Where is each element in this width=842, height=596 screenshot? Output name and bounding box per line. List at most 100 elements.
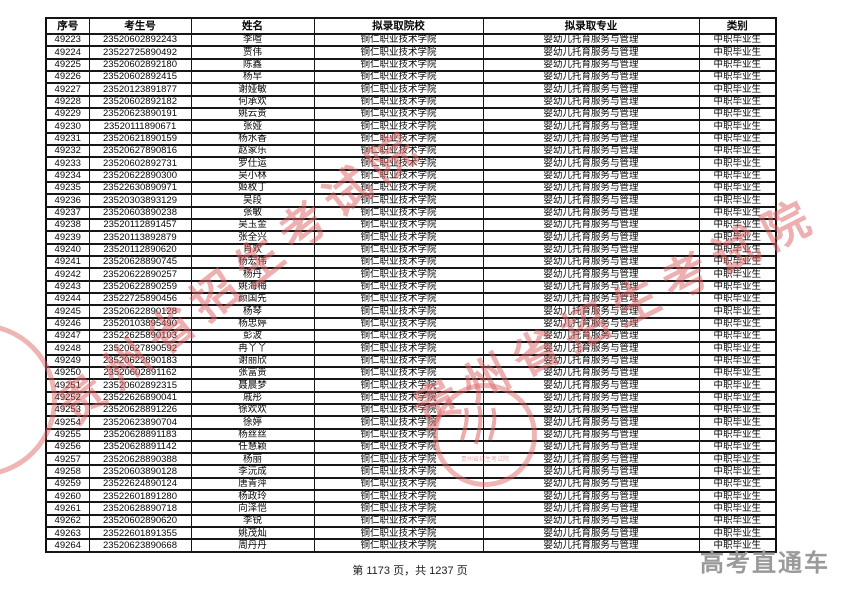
table-cell: 23520602892415 bbox=[88, 69, 192, 85]
table-cell: 彭波 bbox=[190, 328, 315, 344]
table-cell: 中职毕业生 bbox=[698, 501, 777, 516]
table-cell: 婴幼儿托育服务与管理 bbox=[482, 57, 700, 73]
table-cell: 23520622890128 bbox=[88, 304, 192, 319]
table-cell: 23522725890492 bbox=[88, 45, 192, 60]
table-cell: 铜仁职业技术学院 bbox=[313, 242, 484, 257]
table-cell: 中职毕业生 bbox=[698, 242, 777, 257]
table-cell: 周丹丹 bbox=[190, 538, 315, 553]
table-cell: 23520627890816 bbox=[88, 143, 192, 159]
table-cell: 中职毕业生 bbox=[698, 69, 777, 85]
table-cell: 中职毕业生 bbox=[698, 168, 777, 183]
table-cell: 49236 bbox=[45, 193, 90, 208]
table-cell: 49247 bbox=[45, 328, 90, 344]
table-cell: 铜仁职业技术学院 bbox=[313, 119, 484, 134]
table-cell: 中职毕业生 bbox=[698, 304, 777, 319]
table-cell: 铜仁职业技术学院 bbox=[313, 526, 484, 541]
table-cell: 铜仁职业技术学院 bbox=[313, 353, 484, 368]
table-cell: 铜仁职业技术学院 bbox=[313, 168, 484, 183]
table-row: 49228 23520602892182 何承欢 铜仁职业技术学院 婴幼儿托育服务与管理… bbox=[45, 94, 777, 109]
table-cell: 23520602892315 bbox=[88, 378, 192, 393]
table-cell: 铜仁职业技术学院 bbox=[313, 489, 484, 504]
table-row: 49260 23522601891280 杨政玲 铜仁职业技术学院 婴幼儿托育服务与管理… bbox=[45, 489, 777, 504]
table-row: 49224 23522725890492 贾伟 铜仁职业技术学院 婴幼儿托育服务与管理中… bbox=[45, 45, 777, 60]
table-row: 49263 23522601891355 姚茂灿 铜仁职业技术学院 婴幼儿托育服务与管理… bbox=[45, 526, 777, 541]
table-row: 49257 23520628890388 杨丽 铜仁职业技术学院 婴幼儿托育服务与管理中… bbox=[45, 452, 777, 467]
table-cell: 婴幼儿托育服务与管理 bbox=[482, 402, 700, 418]
table-row: 49262 23520602890620 李锐 铜仁职业技术学院 婴幼儿托育服务与管理中… bbox=[45, 513, 777, 529]
table-cell: 铜仁职业技术学院 bbox=[313, 32, 484, 48]
table-cell: 中职毕业生 bbox=[698, 476, 777, 492]
table-cell: 婴幼儿托育服务与管理 bbox=[482, 143, 700, 159]
table-cell: 婴幼儿托育服务与管理 bbox=[482, 452, 700, 467]
table-cell: 张全兴 bbox=[190, 230, 315, 245]
table-cell: 张敏 bbox=[190, 205, 315, 220]
table-cell: 铜仁职业技术学院 bbox=[313, 69, 484, 85]
table-cell: 49257 bbox=[45, 452, 90, 467]
table-cell: 颜国先 bbox=[190, 291, 315, 307]
table-cell: 杨丽 bbox=[190, 452, 315, 467]
table-cell: 婴幼儿托育服务与管理 bbox=[482, 254, 700, 270]
table-cell: 23520627890592 bbox=[88, 341, 192, 356]
table-cell: 23522630890971 bbox=[88, 180, 192, 196]
table-cell: 婴幼儿托育服务与管理 bbox=[482, 230, 700, 245]
table-cell: 吴段 bbox=[190, 193, 315, 208]
table-row: 49223 23520602892243 李喧 铜仁职业技术学院 婴幼儿托育服务与管理中… bbox=[45, 32, 777, 48]
table-cell: 婴幼儿托育服务与管理 bbox=[482, 242, 700, 257]
table-cell: 49260 bbox=[45, 489, 90, 504]
table-cell: 戚彤 bbox=[190, 390, 315, 405]
table-cell: 中职毕业生 bbox=[698, 328, 777, 344]
table-cell: 49231 bbox=[45, 131, 90, 146]
table-cell: 杨宏伟 bbox=[190, 254, 315, 270]
table-cell: 杨早 bbox=[190, 69, 315, 85]
table-cell: 铜仁职业技术学院 bbox=[313, 365, 484, 381]
table-cell: 23522601891355 bbox=[88, 526, 192, 541]
table-cell: 婴幼儿托育服务与管理 bbox=[482, 513, 700, 529]
table-cell: 铜仁职业技术学院 bbox=[313, 106, 484, 122]
table-cell: 杨政玲 bbox=[190, 489, 315, 504]
table-cell: 婴幼儿托育服务与管理 bbox=[482, 156, 700, 171]
table-cell: 婴幼儿托育服务与管理 bbox=[482, 131, 700, 146]
table-cell: 铜仁职业技术学院 bbox=[313, 501, 484, 516]
table-row: 49250 23520602891162 张富贵 铜仁职业技术学院 婴幼儿托育服务与管理… bbox=[45, 365, 777, 381]
table-cell: 李沅成 bbox=[190, 464, 315, 479]
table-cell: 婴幼儿托育服务与管理 bbox=[482, 501, 700, 516]
table-row: 49240 23520112890620 肖欢 铜仁职业技术学院 婴幼儿托育服务与管理中… bbox=[45, 242, 777, 257]
table-cell: 49229 bbox=[45, 106, 90, 122]
table-cell: 49249 bbox=[45, 353, 90, 368]
table-cell: 中职毕业生 bbox=[698, 180, 777, 196]
table-cell: 49251 bbox=[45, 378, 90, 393]
table-cell: 中职毕业生 bbox=[698, 156, 777, 171]
table-row: 49233 23520602892731 罗仕运 铜仁职业技术学院 婴幼儿托育服务与管理… bbox=[45, 156, 777, 171]
table-cell: 铜仁职业技术学院 bbox=[313, 316, 484, 331]
table-row: 49237 23520603890238 张敏 铜仁职业技术学院 婴幼儿托育服务与管理中… bbox=[45, 205, 777, 220]
table-cell: 中职毕业生 bbox=[698, 230, 777, 245]
table-cell: 铜仁职业技术学院 bbox=[313, 427, 484, 442]
table-cell: 铜仁职业技术学院 bbox=[313, 439, 484, 455]
table-cell: 49241 bbox=[45, 254, 90, 270]
table-cell: 23520623890704 bbox=[88, 415, 192, 430]
table-cell: 铜仁职业技术学院 bbox=[313, 156, 484, 171]
header-admission-school: 拟录取院校 bbox=[313, 17, 484, 35]
table-cell: 49242 bbox=[45, 267, 90, 282]
table-cell: 23520123891877 bbox=[88, 82, 192, 97]
table-cell: 肖欢 bbox=[190, 242, 315, 257]
table-cell: 婴幼儿托育服务与管理 bbox=[482, 205, 700, 220]
table-cell: 婴幼儿托育服务与管理 bbox=[482, 180, 700, 196]
table-cell: 杨水香 bbox=[190, 131, 315, 146]
table-cell: 中职毕业生 bbox=[698, 439, 777, 455]
table-row: 49255 23520628891183 杨丝丝 铜仁职业技术学院 婴幼儿托育服务与管理… bbox=[45, 427, 777, 442]
table-row: 49236 23520303893129 吴段 铜仁职业技术学院 婴幼儿托育服务与管理中… bbox=[45, 193, 777, 208]
table-cell: 中职毕业生 bbox=[698, 279, 777, 294]
table-cell: 中职毕业生 bbox=[698, 464, 777, 479]
table-cell: 铜仁职业技术学院 bbox=[313, 230, 484, 245]
table-cell: 铜仁职业技术学院 bbox=[313, 57, 484, 73]
table-cell: 中职毕业生 bbox=[698, 427, 777, 442]
table-header-row: 序号 考生号 姓名 拟录取院校 拟录取专业 类别 bbox=[45, 17, 777, 35]
table-row: 49248 23520627890592 冉丫丫 铜仁职业技术学院 婴幼儿托育服务与管理… bbox=[45, 341, 777, 356]
table-cell: 婴幼儿托育服务与管理 bbox=[482, 353, 700, 368]
table-cell: 贾伟 bbox=[190, 45, 315, 60]
table-cell: 铜仁职业技术学院 bbox=[313, 267, 484, 282]
table-cell: 姚茂灿 bbox=[190, 526, 315, 541]
table-row: 49230 23520111890671 张娅 铜仁职业技术学院 婴幼儿托育服务与管理中… bbox=[45, 119, 777, 134]
table-cell: 49238 bbox=[45, 217, 90, 233]
